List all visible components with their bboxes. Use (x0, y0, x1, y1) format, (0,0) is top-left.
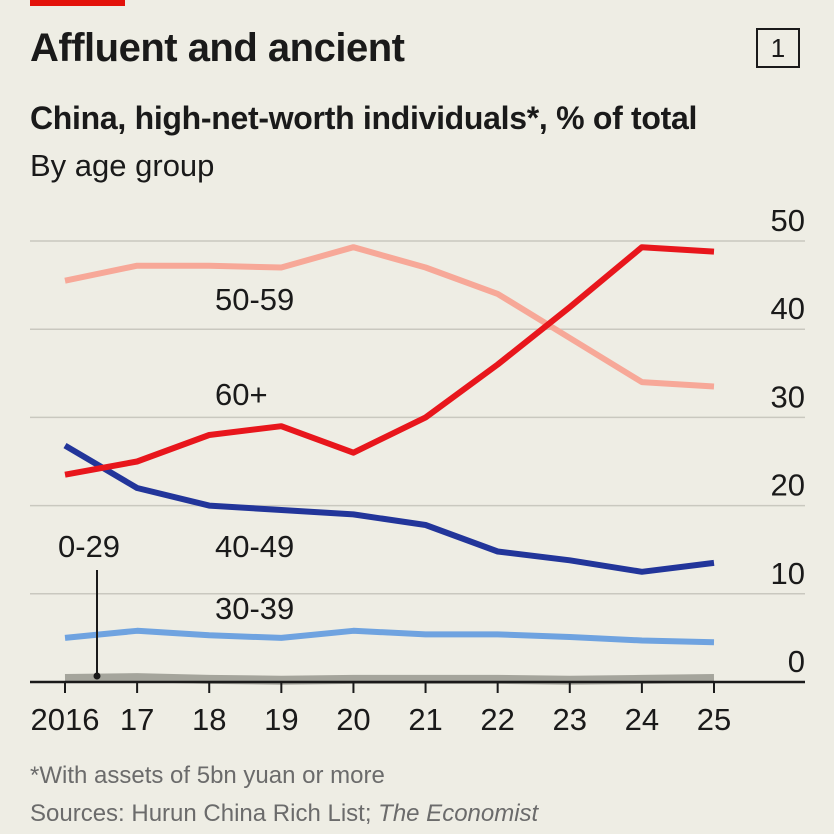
x-tick-label-21: 21 (408, 702, 442, 737)
x-tick-label-24: 24 (625, 702, 659, 737)
series-label-60+: 60+ (215, 377, 268, 412)
series-line-40-49 (63, 443, 715, 575)
x-tick-label-22: 22 (480, 702, 514, 737)
series-line-30-39 (64, 627, 715, 646)
footnote: *With assets of 5bn yuan or more (30, 762, 385, 789)
chart-subsubtitle: By age group (30, 148, 215, 183)
y-tick-label-40: 40 (771, 291, 805, 326)
series-label-50-59: 50-59 (215, 282, 294, 317)
x-tick-label-25: 25 (697, 702, 731, 737)
series-label-0-29: 0-29 (58, 529, 120, 564)
series-label-30-39: 30-39 (215, 591, 294, 626)
chart-number-badge: 1 (756, 28, 800, 68)
source-note: Sources: Hurun China Rich List; The Econ… (30, 800, 538, 828)
x-tick-label-17: 17 (120, 702, 154, 737)
series-line-60+ (64, 244, 715, 478)
leader-dot-0-29 (93, 672, 101, 680)
chart-title: Affluent and ancient (30, 26, 405, 70)
y-tick-label-0: 0 (788, 644, 805, 679)
line-chart: 0 10 20 30 40 50 2016 17 18 19 20 21 22 23 24 25 50-59 60… (30, 203, 805, 737)
x-tick-label-18: 18 (192, 702, 226, 737)
series-line-50-59 (64, 244, 715, 390)
series-label-40-49: 40-49 (215, 529, 294, 564)
x-tick-label-2016: 2016 (31, 702, 100, 737)
chart-subtitle: China, high-net-worth individuals*, % of… (30, 100, 698, 136)
y-tick-label-50: 50 (771, 203, 805, 238)
x-tick-label-23: 23 (553, 702, 587, 737)
source-italic-text: The Economist (378, 800, 539, 827)
series-line-0-29 (64, 673, 715, 685)
brand-tag (30, 0, 125, 6)
source-text: Sources: Hurun China Rich List; (30, 800, 379, 827)
y-tick-label-30: 30 (771, 379, 805, 414)
y-tick-label-20: 20 (771, 468, 805, 503)
x-tick-label-20: 20 (336, 702, 370, 737)
y-tick-label-10: 10 (771, 556, 805, 591)
x-tick-label-19: 19 (264, 702, 298, 737)
